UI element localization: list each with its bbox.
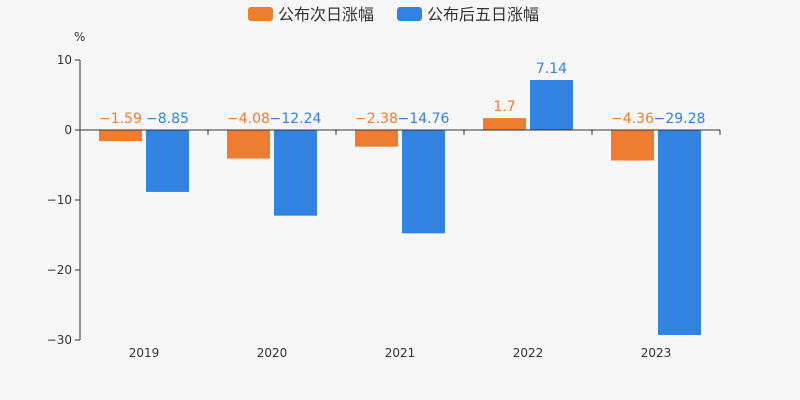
data-label-series-2: 7.14 <box>536 61 567 77</box>
data-label-series-1: −2.38 <box>355 111 398 127</box>
bar-series-2[interactable] <box>530 80 573 130</box>
legend-swatch-series-2 <box>397 7 422 21</box>
legend: 公布次日涨幅 公布后五日涨幅 <box>248 5 539 24</box>
x-tick-label: 2023 <box>641 346 672 360</box>
legend-item-series-1[interactable]: 公布次日涨幅 <box>248 5 374 24</box>
x-tick-label: 2021 <box>385 346 416 360</box>
data-label-series-2: −14.76 <box>398 111 450 127</box>
data-label-series-1: −4.36 <box>611 111 654 127</box>
data-label-series-1: −4.08 <box>227 111 270 127</box>
y-tick-label: −10 <box>47 193 72 207</box>
x-tick-label: 2020 <box>257 346 288 360</box>
legend-swatch-series-1 <box>248 7 273 21</box>
bar-series-1[interactable] <box>99 130 142 142</box>
y-tick-label: 10 <box>57 53 72 67</box>
bars <box>99 80 701 335</box>
x-tick-label: 2019 <box>129 346 160 360</box>
legend-item-series-2[interactable]: 公布后五日涨幅 <box>397 5 539 24</box>
y-axis-unit: % <box>74 30 85 44</box>
bar-series-1[interactable] <box>611 130 654 161</box>
y-tick-label: −30 <box>47 333 72 347</box>
bar-series-2[interactable] <box>274 130 317 216</box>
data-labels: −1.59 −4.08 −2.38 1.7 −4.36 −8.85 −12.24 −14.76… <box>99 61 705 127</box>
y-tick-label: −20 <box>47 263 72 277</box>
data-label-series-2: −8.85 <box>146 111 189 127</box>
data-label-series-2: −12.24 <box>270 111 322 127</box>
x-axis: 2019 2020 2021 2022 2023 <box>80 129 721 360</box>
data-label-series-1: −1.59 <box>99 111 142 127</box>
y-axis: 10 0 −10 −20 −30 <box>47 53 81 347</box>
bar-series-1[interactable] <box>227 130 270 159</box>
bar-series-1[interactable] <box>483 118 526 130</box>
bar-series-2[interactable] <box>402 130 445 234</box>
bar-series-2[interactable] <box>658 130 701 335</box>
bar-series-1[interactable] <box>355 130 398 147</box>
data-label-series-1: 1.7 <box>493 99 515 115</box>
bar-series-2[interactable] <box>146 130 189 192</box>
y-tick-label: 0 <box>64 123 72 137</box>
x-tick-label: 2022 <box>513 346 544 360</box>
legend-label-series-2: 公布后五日涨幅 <box>427 5 539 24</box>
data-label-series-2: −29.28 <box>654 111 706 127</box>
legend-label-series-1: 公布次日涨幅 <box>278 5 374 24</box>
